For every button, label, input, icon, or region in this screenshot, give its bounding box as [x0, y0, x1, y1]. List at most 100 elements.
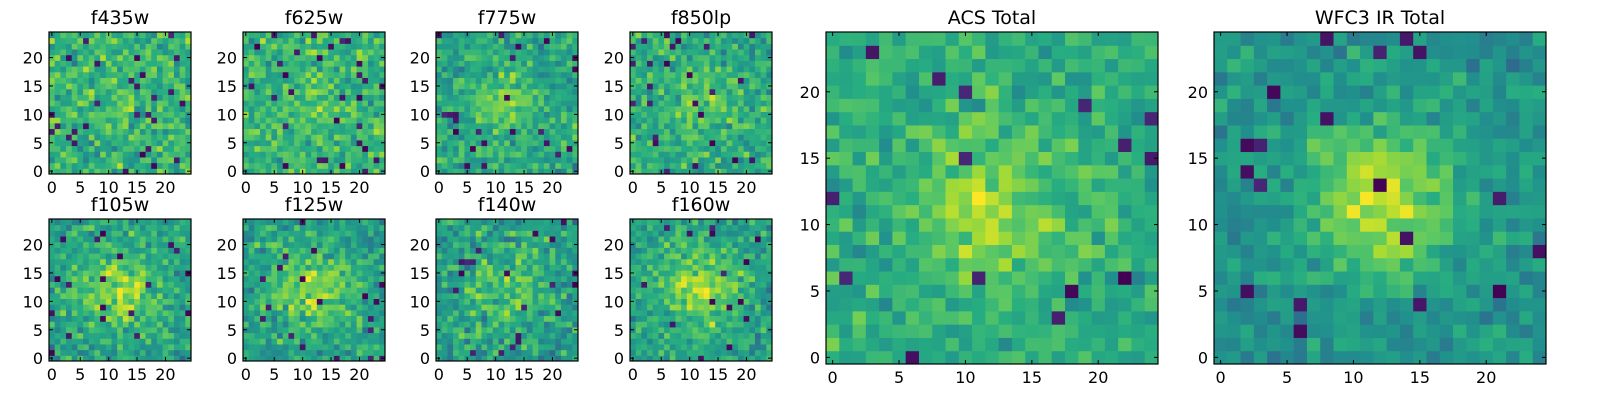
heatmap-cell	[179, 343, 186, 351]
heatmap-cell	[288, 309, 295, 317]
heatmap-cell	[487, 71, 494, 78]
heatmap-cell	[100, 275, 107, 282]
heatmap-cell	[504, 219, 511, 226]
heatmap-cell	[162, 100, 169, 107]
heatmap-cell	[658, 156, 665, 164]
heatmap-cell	[305, 292, 312, 300]
heatmap-cell	[156, 332, 164, 339]
heatmap-cell	[254, 105, 261, 113]
heatmap-cell	[179, 54, 186, 61]
heatmap-cell	[139, 117, 147, 124]
heatmap-cell	[260, 258, 267, 265]
heatmap-cell	[356, 298, 363, 305]
heatmap-cell	[720, 168, 728, 175]
heatmap-cell	[447, 236, 454, 243]
heatmap-cell	[487, 117, 494, 124]
heatmap-cell	[669, 332, 676, 339]
heatmap-cell	[458, 134, 465, 141]
heatmap-cell	[737, 37, 745, 44]
heatmap-cell	[139, 287, 147, 294]
heatmap-cell	[322, 128, 329, 135]
heatmap-cell	[265, 134, 272, 141]
heatmap-cell	[492, 224, 499, 231]
heatmap-cell	[311, 94, 318, 101]
heatmap-cell	[49, 43, 56, 50]
heatmap-cell	[100, 162, 107, 169]
heatmap-cell	[487, 287, 494, 294]
heatmap-cell	[88, 151, 95, 158]
heatmap-cell	[356, 343, 363, 351]
heatmap-cell	[94, 156, 101, 164]
heatmap-cell	[185, 230, 192, 237]
heatmap-cell	[504, 54, 511, 61]
heatmap-cell	[322, 281, 329, 288]
heatmap-cell	[105, 162, 112, 169]
heatmap-cell	[328, 304, 335, 311]
heatmap-cell	[441, 304, 448, 311]
heatmap-cell	[100, 349, 107, 356]
heatmap-cell	[243, 122, 250, 130]
heatmap-cell	[658, 315, 665, 322]
heatmap-cell	[692, 94, 699, 101]
heatmap-cell	[515, 224, 522, 231]
heatmap-cell	[749, 304, 756, 311]
heatmap-cell	[749, 315, 756, 322]
heatmap-cell	[436, 162, 443, 169]
heatmap-cell	[350, 37, 358, 44]
heatmap-cell	[509, 88, 517, 95]
heatmap-cell	[305, 298, 312, 305]
heatmap-cell	[487, 128, 494, 135]
heatmap-cell	[481, 94, 488, 101]
heatmap-cell	[630, 321, 637, 328]
heatmap-cell	[60, 151, 67, 158]
heatmap-cell	[669, 139, 676, 147]
heatmap-cell	[88, 162, 95, 169]
heatmap-cell	[179, 117, 186, 124]
heatmap-cell	[305, 71, 312, 78]
heatmap-cell	[481, 298, 488, 305]
heatmap-cell	[732, 122, 739, 130]
heatmap-cell	[652, 94, 659, 101]
heatmap-cell	[111, 37, 118, 44]
heatmap-cell	[248, 343, 255, 351]
heatmap-cell	[254, 230, 261, 237]
heatmap-cell	[720, 43, 728, 50]
heatmap-cell	[139, 128, 147, 135]
heatmap-cell	[311, 258, 318, 265]
heatmap-cell	[305, 105, 312, 113]
heatmap-cell	[681, 37, 688, 44]
heatmap-cell	[316, 43, 324, 50]
heatmap-cell	[179, 219, 186, 226]
heatmap-cell	[441, 241, 448, 248]
heatmap-cell	[475, 88, 482, 95]
heatmap-cell	[732, 54, 739, 61]
heatmap-cell	[117, 37, 124, 44]
heatmap-cell	[265, 247, 272, 254]
heatmap-cell	[117, 275, 124, 282]
heatmap-cell	[54, 224, 61, 231]
heatmap-cell	[100, 156, 107, 164]
heatmap-cell	[145, 71, 152, 78]
heatmap-cell	[316, 49, 324, 56]
heatmap-cell	[475, 77, 482, 84]
heatmap-cell	[726, 134, 733, 141]
heatmap-cell	[322, 253, 329, 260]
heatmap-cell	[464, 128, 471, 135]
heatmap-cell	[441, 156, 448, 164]
heatmap-cell	[749, 43, 756, 50]
heatmap-cell	[686, 128, 693, 135]
heatmap-cell	[447, 156, 454, 164]
heatmap-cell	[156, 100, 164, 107]
heatmap-cell	[641, 122, 648, 130]
heatmap-cell	[94, 309, 101, 317]
heatmap-cell	[379, 145, 386, 152]
heatmap-cell	[248, 168, 255, 175]
heatmap-cell	[322, 247, 329, 254]
heatmap-cell	[294, 156, 301, 164]
heatmap-cell	[526, 230, 534, 237]
heatmap-cell	[766, 349, 773, 356]
heatmap-cell	[526, 71, 534, 78]
heatmap-cell	[686, 349, 693, 356]
heatmap-cell	[350, 298, 358, 305]
heatmap-cell	[641, 71, 648, 78]
